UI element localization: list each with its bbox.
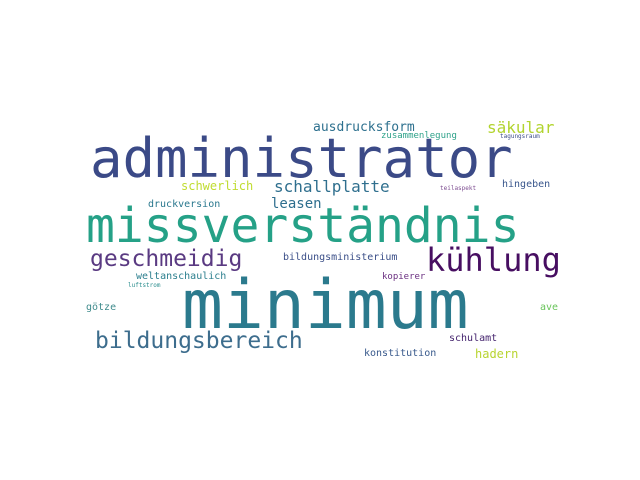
word-geschmeidig: geschmeidig [90, 246, 243, 272]
word-missverstandnis: missverständnis [86, 198, 520, 254]
word-kopierer: kopierer [382, 272, 426, 282]
word-weltanschaulich: weltanschaulich [136, 271, 227, 282]
word-administrator: administrator [90, 127, 513, 190]
word-schallplatte: schallplatte [274, 177, 390, 196]
word-leasen: leasen [271, 196, 322, 212]
word-cloud: administrator missverständnis minimum kü… [80, 116, 576, 364]
word-bildungsministerium: bildungsministerium [283, 252, 398, 263]
word-luftstrom: luftstrom [128, 282, 161, 289]
word-hingeben: hingeben [502, 179, 551, 190]
word-konstitution: konstitution [364, 348, 437, 359]
word-ave: ave [540, 302, 559, 313]
word-bildungsbereich: bildungsbereich [95, 328, 303, 354]
word-kuhlung: kühlung [426, 241, 561, 279]
word-zusammenlegung: zusammenlegung [381, 131, 457, 141]
word-schwerlich: schwerlich [181, 179, 254, 193]
word-sakular: säkular [487, 118, 555, 137]
word-minimum: minimum [182, 266, 469, 345]
word-druckversion: druckversion [148, 199, 221, 210]
word-schulamt: schulamt [449, 333, 498, 344]
word-hadern: hadern [475, 347, 519, 361]
word-gotze: götze [86, 302, 117, 313]
word-ausdrucksform: ausdrucksform [313, 120, 415, 135]
word-teilaspekt: teilaspekt [440, 185, 477, 192]
word-tagungsraum: tagungsraum [500, 133, 540, 140]
